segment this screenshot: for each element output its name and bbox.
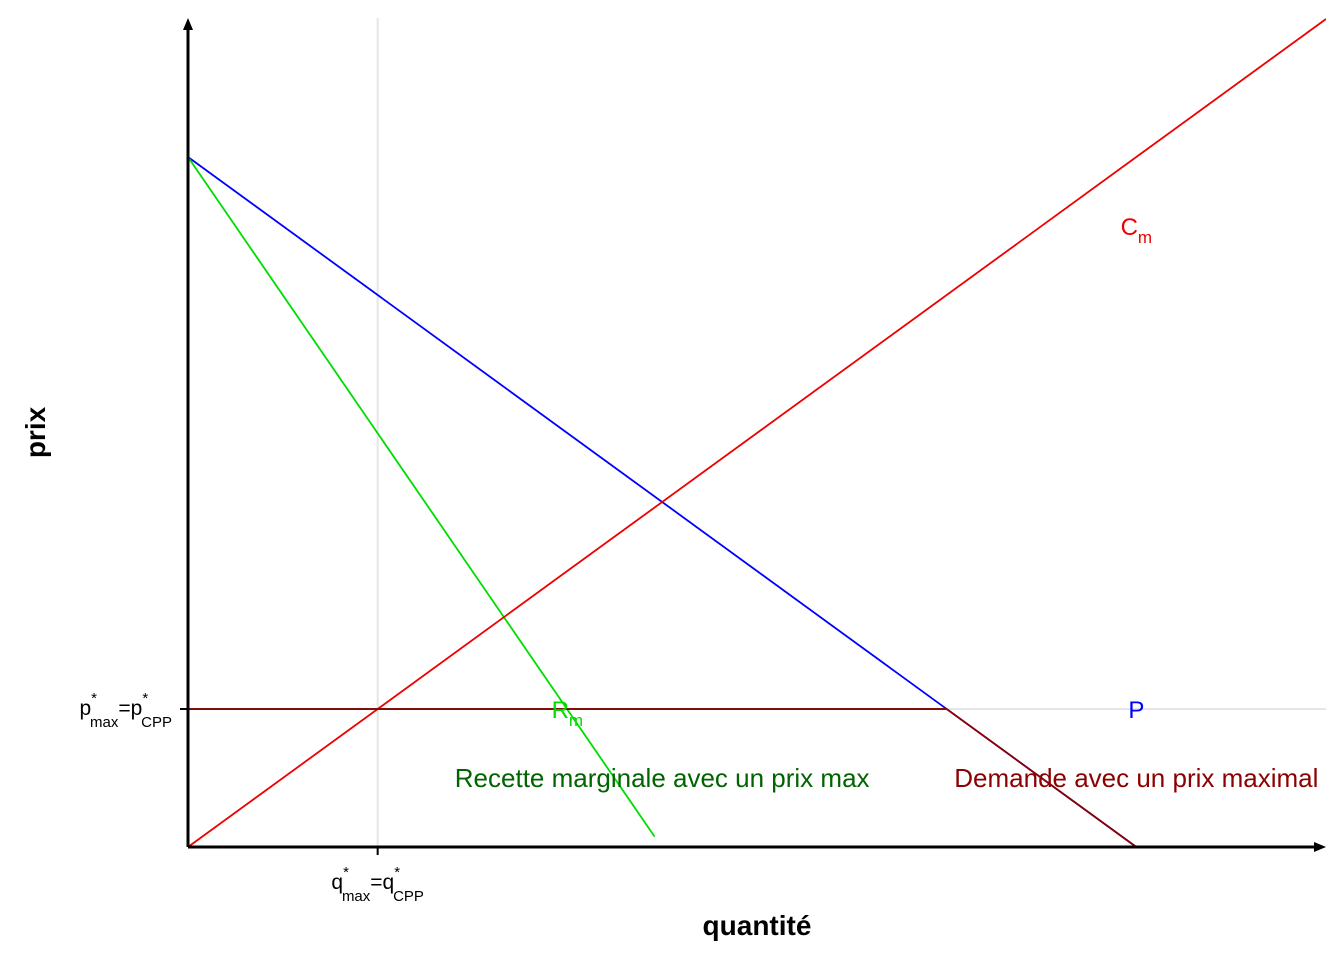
x-tick-label: q* max=q* CPP — [331, 864, 424, 905]
y-tick-label-sub2: CPP — [141, 714, 172, 731]
curve-label-sub: m — [1138, 228, 1152, 247]
y-tick-label-sub1: max — [90, 714, 119, 731]
x-axis-title: quantité — [703, 910, 812, 941]
curve-label-sub: m — [569, 711, 583, 730]
x-tick-label-sup1: * — [343, 864, 349, 881]
y-tick-label-main: p — [79, 697, 91, 720]
annotation-label: Demande avec un prix maximal — [954, 763, 1318, 793]
x-axis-arrow — [1314, 842, 1326, 852]
curve-label-main: R — [552, 697, 569, 724]
curve-label-p: P — [1128, 697, 1144, 724]
x-tick-label-eq: =q — [370, 871, 394, 894]
curve-label-cm: Cm — [1121, 214, 1153, 247]
series-line-p-max — [188, 708, 1137, 848]
series-layer — [188, 18, 1326, 848]
series-line-rm — [188, 156, 656, 838]
annotation-label: Recette marginale avec un prix max — [455, 763, 870, 793]
y-tick-label-sup1: * — [91, 690, 97, 707]
x-tick-label-main: q — [331, 871, 343, 894]
y-tick-label: p* max=p* CPP — [79, 690, 172, 731]
y-axis-arrow — [183, 18, 193, 30]
y-tick-label-sup2: * — [142, 690, 148, 707]
y-axis-title: prix — [20, 406, 51, 458]
x-tick-label-sup2: * — [394, 864, 400, 881]
series-line-cm — [188, 18, 1326, 848]
x-tick-label-sub1: max — [342, 888, 371, 905]
curve-label-main: C — [1121, 214, 1138, 241]
labels-layer: Cm P Rm Recette marginale avec un prix max D… — [455, 214, 1319, 793]
curve-label-rm: Rm — [552, 697, 584, 730]
x-tick-label-sub2: CPP — [393, 888, 424, 905]
curve-label-main: P — [1128, 697, 1144, 724]
y-tick-label-eq: =p — [118, 697, 142, 720]
